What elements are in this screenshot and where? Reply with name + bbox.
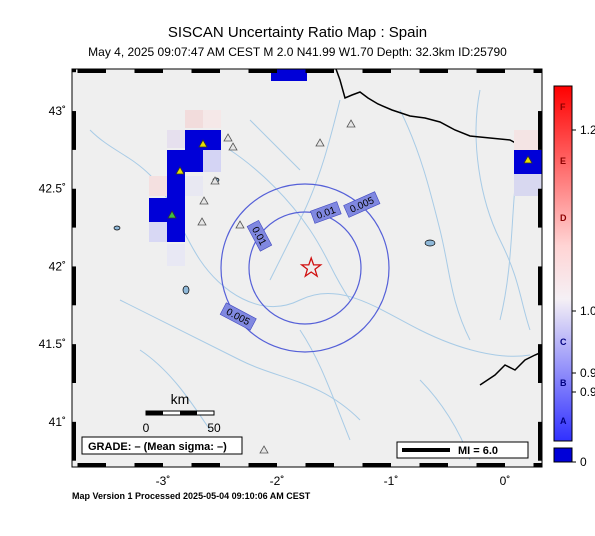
border-segment — [248, 463, 277, 467]
coastline — [335, 69, 542, 153]
border-segment — [77, 463, 106, 467]
colorbar-value-1.2: 1.2 — [580, 123, 595, 137]
border-segment — [305, 463, 334, 467]
y-tick-label: 43˚ — [49, 104, 66, 118]
stations — [167, 119, 533, 454]
color-scale: F E D C B A 1.2 1.0 0.9 0.9 0 — [553, 85, 595, 469]
border-segment — [538, 344, 542, 383]
border-segment — [72, 69, 76, 73]
scale-bar: km 0 50 — [143, 391, 221, 435]
svg-text:km: km — [171, 391, 190, 407]
x-tick-label: -1˚ — [384, 474, 399, 488]
y-tick-label: 41˚ — [49, 415, 66, 429]
colorbar-value-0.9: 0.9 — [580, 366, 595, 380]
border-segment — [419, 69, 448, 73]
y-tick-label: 42.5˚ — [39, 182, 66, 196]
contour-0.005 — [220, 183, 390, 353]
y-tick-label: 42˚ — [49, 259, 66, 273]
map-title: SISCAN Uncertainty Ratio Map : Spain — [167, 24, 428, 41]
grade-F: F — [560, 102, 566, 112]
border-segment — [191, 463, 220, 467]
border-segment — [533, 463, 542, 467]
lake — [113, 225, 121, 231]
x-tick-label: -3˚ — [156, 474, 171, 488]
border-segment — [72, 188, 76, 228]
lake — [424, 239, 436, 247]
grade-B: B — [560, 378, 567, 388]
grade-E: E — [560, 156, 566, 166]
x-tick-label: 0˚ — [500, 474, 511, 488]
svg-text:0: 0 — [143, 421, 150, 435]
border-segment — [538, 188, 542, 228]
border-segment — [538, 266, 542, 306]
border-segment — [419, 463, 448, 467]
border-segment — [305, 69, 334, 73]
x-tick-label: -2˚ — [270, 474, 285, 488]
epicenter-star-icon — [299, 256, 323, 278]
colorbar-value-0.9b: 0.9 — [580, 385, 595, 399]
grade-box: GRADE: – (Mean sigma: –) — [81, 436, 243, 455]
border-segment — [538, 69, 542, 73]
uncertainty-map: 0.01 0.005 0.01 0.005 km 0 — [39, 68, 595, 488]
map-background — [72, 69, 542, 467]
grade-D: D — [560, 213, 567, 223]
border-segment — [191, 69, 220, 73]
border-segment — [538, 111, 542, 150]
border-segment — [362, 463, 391, 467]
grade-A: A — [560, 416, 567, 426]
mi-legend: MI = 6.0 — [396, 441, 529, 459]
svg-text:MI = 6.0: MI = 6.0 — [458, 445, 498, 457]
border-segment — [533, 69, 542, 73]
y-tick-label: 41.5˚ — [39, 337, 66, 351]
border-segment — [72, 111, 76, 150]
svg-text:50: 50 — [207, 421, 221, 435]
border-segment — [72, 421, 76, 461]
x-axis-labels: -3˚ -2˚ -1˚ 0˚ — [156, 474, 511, 488]
border-segment — [476, 463, 505, 467]
event-info: May 4, 2025 09:07:47 AM CEST M 2.0 N41.9… — [88, 45, 507, 59]
border-segment — [134, 463, 163, 467]
border-segment — [72, 266, 76, 306]
border-segment — [72, 344, 76, 383]
border-segment — [248, 69, 277, 73]
map-border-ticks — [72, 69, 542, 467]
contour-0.01 — [248, 211, 362, 325]
border-segment — [538, 421, 542, 461]
map-version-footer: Map Version 1 Processed 2025-05-04 09:10… — [72, 491, 311, 501]
colorbar-value-0: 0 — [580, 455, 587, 469]
border-segment — [362, 69, 391, 73]
lake — [182, 285, 190, 295]
border-segment — [134, 69, 163, 73]
border-segment — [476, 69, 505, 73]
border-segment — [77, 69, 106, 73]
grade-C: C — [560, 337, 567, 347]
y-axis-labels: 43˚ 42.5˚ 42˚ 41.5˚ 41˚ — [39, 104, 66, 429]
svg-text:GRADE: – (Mean sigma: –): GRADE: – (Mean sigma: –) — [88, 441, 227, 453]
coastline-south — [479, 351, 542, 386]
colorbar-value-1.0: 1.0 — [580, 304, 595, 318]
